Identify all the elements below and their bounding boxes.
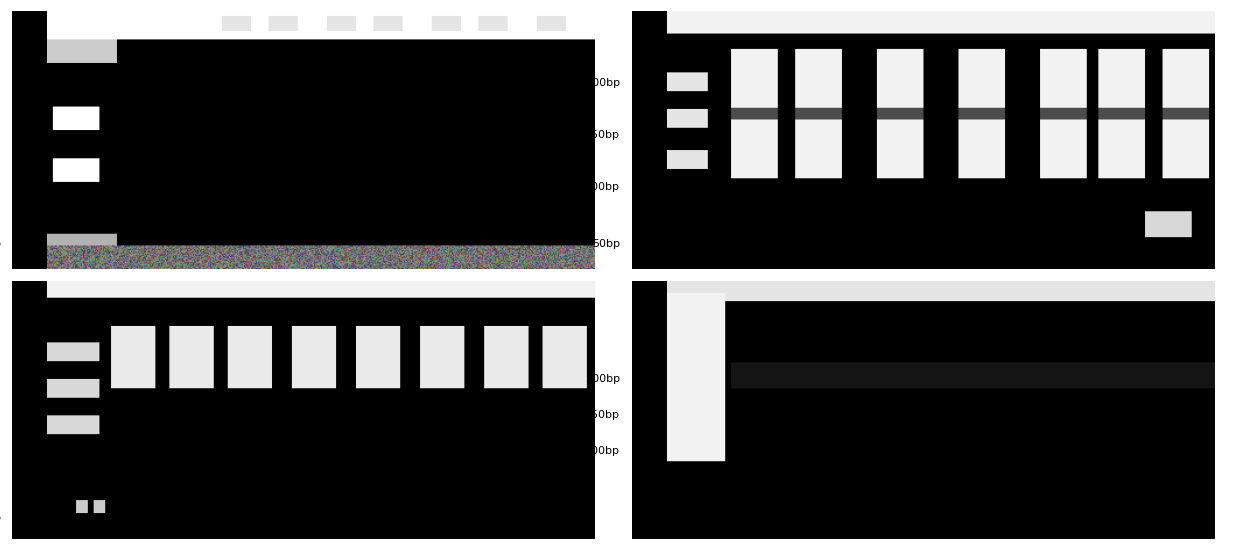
Text: c: c bbox=[567, 510, 577, 529]
Text: 50bp: 50bp bbox=[592, 239, 621, 249]
Text: d: d bbox=[1184, 510, 1197, 529]
Text: 150bp: 150bp bbox=[585, 130, 621, 140]
Text: 150bp: 150bp bbox=[585, 410, 621, 420]
Text: 200bp: 200bp bbox=[585, 374, 621, 384]
Text: 100bp: 100bp bbox=[585, 182, 621, 192]
Text: 200bp: 200bp bbox=[585, 79, 621, 89]
Text: 100bp: 100bp bbox=[585, 446, 621, 456]
